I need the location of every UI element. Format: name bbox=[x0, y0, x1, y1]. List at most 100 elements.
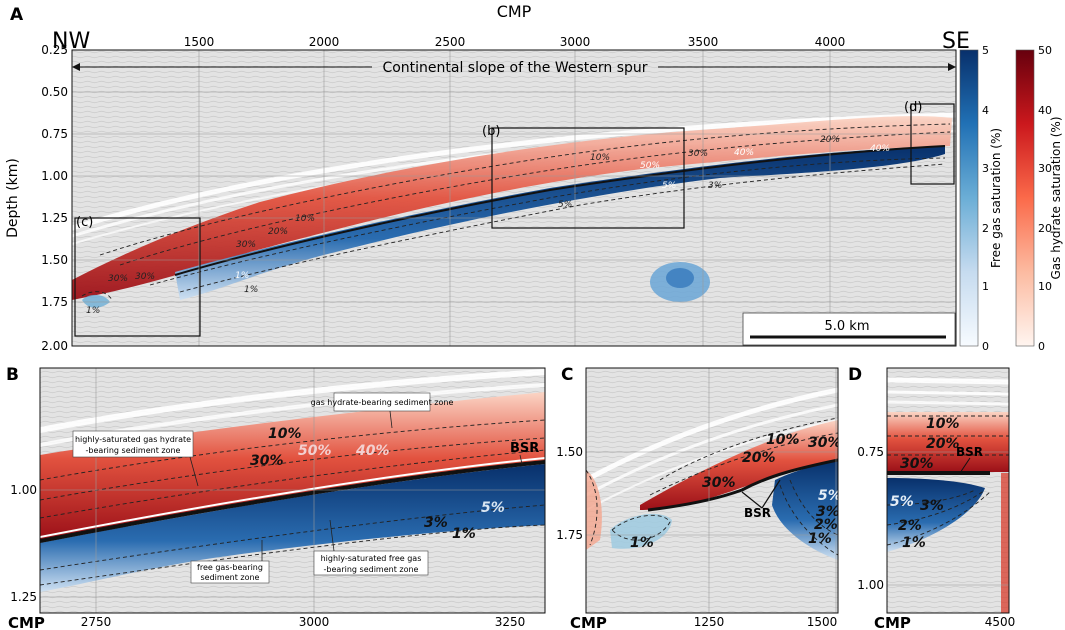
svg-text:30%: 30% bbox=[688, 149, 708, 159]
svg-text:1500: 1500 bbox=[184, 35, 215, 49]
free-gas-zone-b bbox=[40, 464, 545, 592]
annotation-free-gas-1: free gas-bearing bbox=[197, 563, 263, 572]
bsr-label-d: BSR bbox=[956, 445, 983, 459]
panel-a-plot: 10% 20% 30% 40% 50% 30% 10% 20% 30% 40% … bbox=[72, 50, 956, 346]
svg-text:10%: 10% bbox=[926, 416, 960, 432]
hydrate-ticks: 50 40 30 20 10 0 bbox=[1038, 44, 1052, 353]
svg-text:30%: 30% bbox=[808, 435, 842, 451]
svg-text:1.75: 1.75 bbox=[41, 295, 68, 309]
free-gas-pocket-c bbox=[610, 513, 672, 549]
panel-a-letter: A bbox=[10, 5, 24, 25]
svg-text:4000: 4000 bbox=[815, 35, 846, 49]
bsr-line-c bbox=[647, 458, 838, 512]
scale-label: 5.0 km bbox=[825, 319, 870, 334]
panel-c-frame bbox=[585, 367, 839, 614]
svg-text:3: 3 bbox=[982, 162, 989, 175]
svg-text:0.50: 0.50 bbox=[41, 85, 68, 99]
panel-d-plot: 10% 20% 30% 5% 3% 2% 1% BSR bbox=[887, 368, 1009, 613]
hydrate-title: Gas hydrate saturation (%) bbox=[1049, 116, 1063, 279]
svg-text:2: 2 bbox=[982, 222, 989, 235]
panel-b-frame bbox=[39, 367, 546, 614]
svg-text:40%: 40% bbox=[355, 443, 390, 459]
panel-d-y-ticks: 0.75 1.00 bbox=[857, 445, 884, 592]
bsr-line-a bbox=[174, 145, 946, 276]
panel-b: B 10% 30% bbox=[6, 365, 546, 630]
svg-text:40%: 40% bbox=[870, 144, 890, 154]
annotation-high-gas-2: -bearing sediment zone bbox=[324, 565, 419, 574]
svg-text:1.00: 1.00 bbox=[41, 169, 68, 183]
svg-text:1.25: 1.25 bbox=[41, 211, 68, 225]
svg-text:50%: 50% bbox=[298, 443, 332, 459]
svg-text:30%: 30% bbox=[702, 475, 736, 491]
zoom-label-d: (d) bbox=[904, 100, 922, 115]
svg-text:1.50: 1.50 bbox=[41, 253, 68, 267]
panel-a-y-ticks: 0.25 0.50 0.75 1.00 1.25 1.50 1.75 2.00 bbox=[41, 43, 68, 353]
hydrate-zone-d bbox=[887, 412, 1009, 472]
svg-text:1.25: 1.25 bbox=[10, 590, 37, 604]
svg-text:1250: 1250 bbox=[694, 615, 725, 629]
panel-c-plot: 10% 30% 20% 30% 1% 5% 3% 2% 1% BSR bbox=[586, 368, 842, 613]
svg-text:30%: 30% bbox=[236, 240, 256, 250]
svg-text:5%: 5% bbox=[818, 488, 842, 504]
free-gas-gradient bbox=[959, 49, 979, 347]
free-gas-title: Free gas saturation (%) bbox=[989, 128, 1003, 268]
panel-a-frame bbox=[71, 49, 957, 347]
svg-text:0.75: 0.75 bbox=[41, 127, 68, 141]
zoom-box-b[interactable] bbox=[491, 127, 685, 229]
panel-b-plot: 10% 30% 50% 40% 5% 3% 1% gas hydrate-bea… bbox=[40, 368, 545, 613]
svg-text:30%: 30% bbox=[250, 453, 284, 469]
svg-text:30%: 30% bbox=[108, 274, 128, 284]
svg-text:2750: 2750 bbox=[81, 615, 112, 629]
svg-text:0: 0 bbox=[1038, 340, 1045, 353]
svg-text:30: 30 bbox=[1038, 162, 1052, 175]
svg-text:0.75: 0.75 bbox=[857, 445, 884, 459]
zoom-box-c[interactable] bbox=[74, 217, 201, 337]
nw-label: NW bbox=[52, 29, 90, 54]
svg-text:3250: 3250 bbox=[495, 615, 526, 629]
svg-text:40: 40 bbox=[1038, 104, 1052, 117]
panel-a-cmp-title: CMP bbox=[497, 2, 532, 21]
panel-b-x-ticks: 2750 3000 3250 bbox=[81, 615, 526, 629]
hydrate-gradient bbox=[1015, 49, 1035, 347]
svg-text:10: 10 bbox=[1038, 280, 1052, 293]
panel-c-x-ticks: 1250 1500 bbox=[694, 615, 838, 629]
bsr-label-b: BSR bbox=[510, 441, 539, 456]
bsr-line-b bbox=[40, 460, 545, 543]
svg-text:1%: 1% bbox=[86, 306, 100, 316]
panel-b-y-ticks: 1.00 1.25 bbox=[10, 483, 37, 604]
svg-text:1.00: 1.00 bbox=[857, 578, 884, 592]
zoom-box-d[interactable] bbox=[910, 103, 955, 185]
annotation-free-gas-2: sediment zone bbox=[201, 573, 260, 582]
svg-text:1%: 1% bbox=[235, 271, 249, 281]
svg-text:2000: 2000 bbox=[309, 35, 340, 49]
scale-bar: 5.0 km bbox=[742, 312, 956, 346]
panel-a-grid bbox=[72, 50, 956, 346]
panel-d-x-tick: 4500 bbox=[985, 615, 1016, 629]
svg-text:1%: 1% bbox=[244, 285, 258, 295]
svg-text:5%: 5% bbox=[558, 200, 572, 210]
svg-text:3%: 3% bbox=[816, 504, 840, 520]
svg-text:1.50: 1.50 bbox=[556, 445, 583, 459]
hydrate-zone-b bbox=[40, 392, 545, 540]
svg-text:1: 1 bbox=[982, 280, 989, 293]
panel-c-letter: C bbox=[561, 365, 573, 385]
panel-b-contour-labels: 10% 30% 50% 40% 5% 3% 1% bbox=[250, 426, 505, 542]
slope-label: Continental slope of the Western spur bbox=[382, 60, 647, 76]
svg-text:5%: 5% bbox=[481, 500, 505, 516]
hydrate-zone-a bbox=[72, 116, 952, 300]
annotation-high-hydrate-1: highly-saturated gas hydrate bbox=[75, 435, 191, 444]
svg-text:1%: 1% bbox=[630, 535, 654, 551]
panel-a: A CMP bbox=[5, 2, 970, 353]
svg-text:1%: 1% bbox=[452, 526, 476, 542]
svg-text:20: 20 bbox=[1038, 222, 1052, 235]
svg-text:30%: 30% bbox=[900, 456, 934, 472]
svg-text:20%: 20% bbox=[742, 450, 776, 466]
svg-text:1.75: 1.75 bbox=[556, 528, 583, 542]
svg-text:10%: 10% bbox=[268, 426, 302, 442]
panel-d-frame bbox=[886, 367, 1010, 614]
svg-text:3000: 3000 bbox=[560, 35, 591, 49]
svg-text:40%: 40% bbox=[734, 148, 754, 158]
panel-b-letter: B bbox=[6, 365, 19, 385]
panel-b-x-title: CMP bbox=[8, 614, 45, 630]
